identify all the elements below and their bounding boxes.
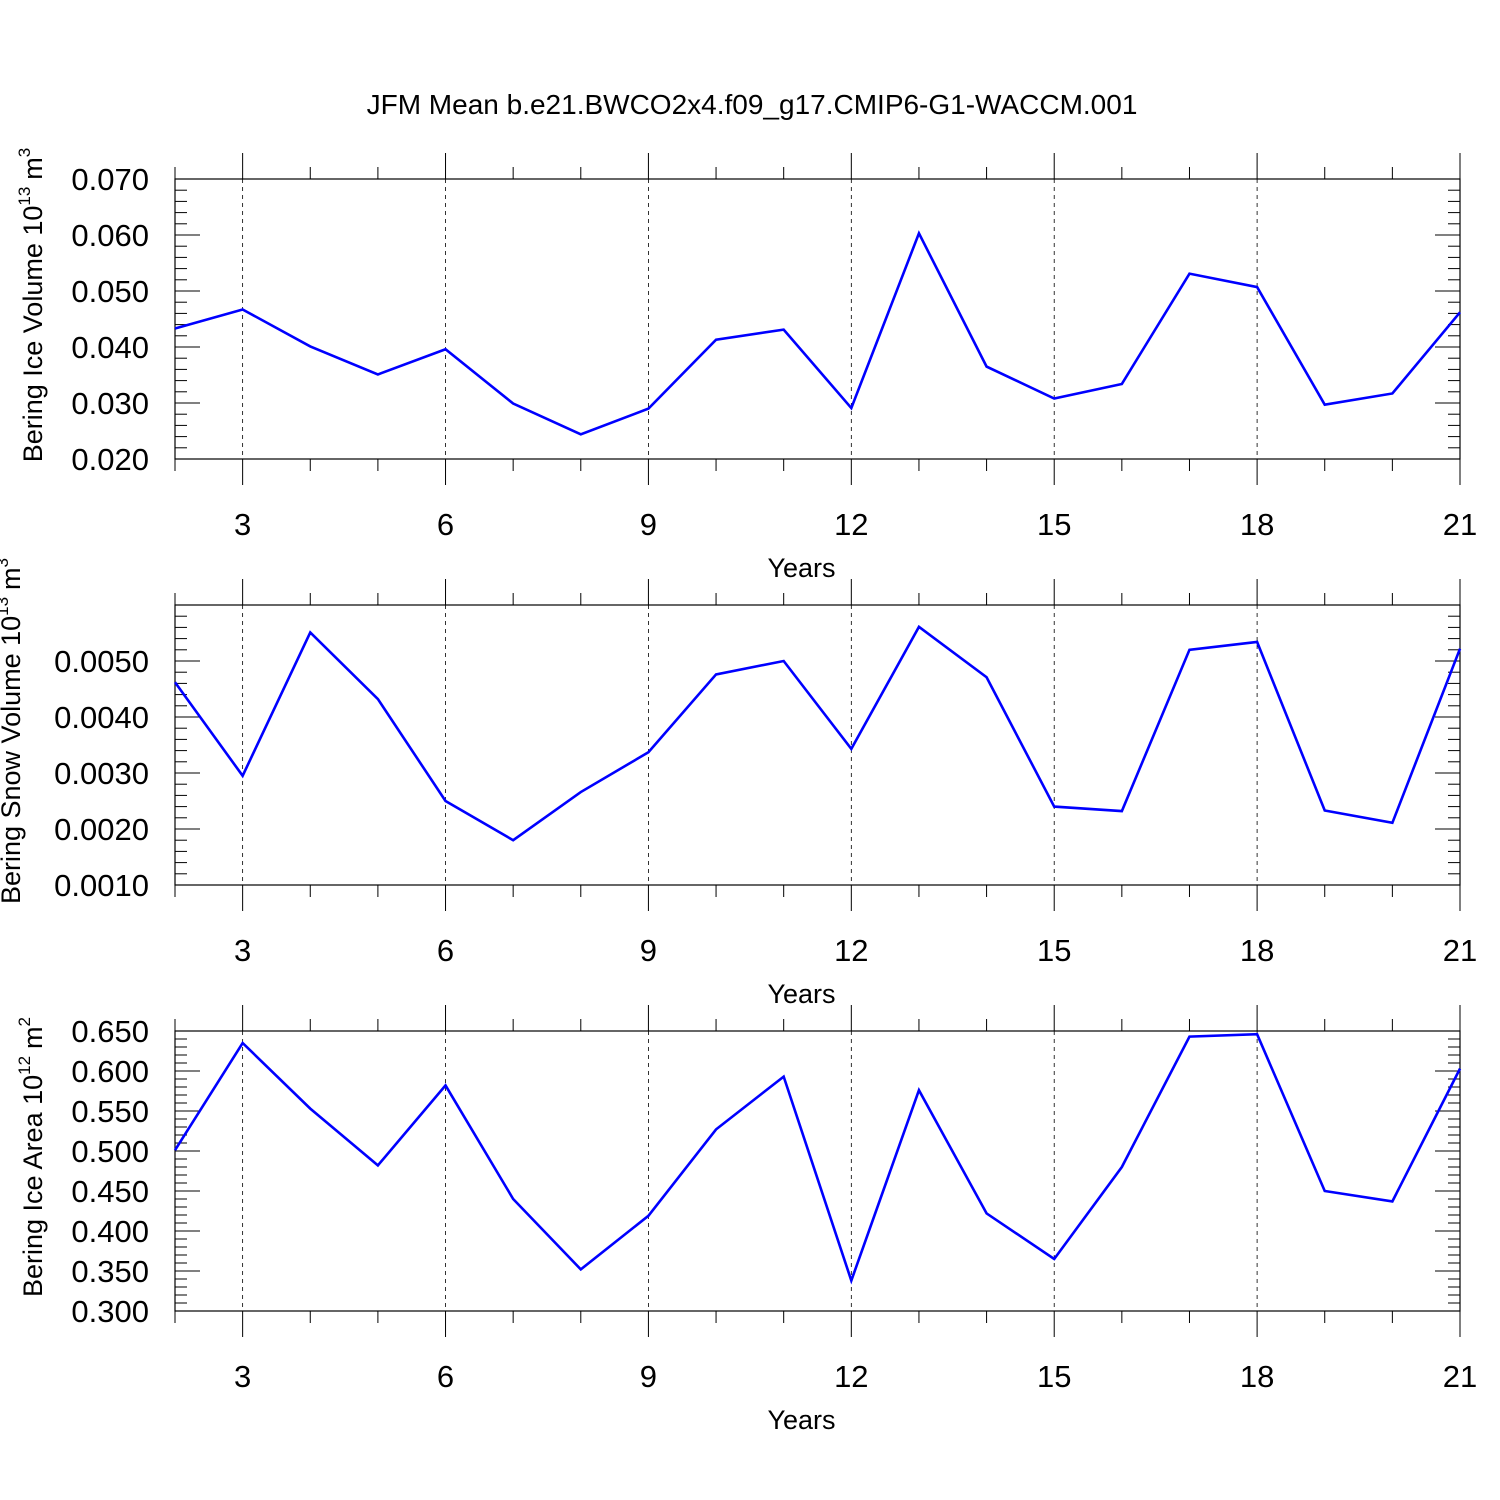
y-tick-label: 0.0030: [54, 756, 149, 791]
y-tick-label: 0.070: [71, 162, 149, 197]
y-tick-label: 0.030: [71, 386, 149, 421]
x-tick-label: 21: [1443, 507, 1477, 542]
y-tick-label: 0.400: [71, 1214, 149, 1249]
y-tick-label: 0.500: [71, 1134, 149, 1169]
x-axis-label: Years: [767, 979, 835, 1009]
y-tick-label: 0.0050: [54, 644, 149, 679]
x-tick-label: 21: [1443, 1359, 1477, 1394]
y-tick-label: 0.0010: [54, 868, 149, 903]
plot-frame: [174, 178, 1461, 460]
x-tick-label: 12: [834, 1359, 868, 1394]
x-tick-label: 9: [640, 1359, 657, 1394]
chart-panels: 3 6 9 12 15 18 21 0.020 0.030 0.040 0.050 0.060 0.07…: [0, 148, 1477, 1435]
x-tick-label: 21: [1443, 933, 1477, 968]
y-axis-label-exponent: 13: [15, 187, 34, 206]
x-tick-label: 15: [1037, 507, 1071, 542]
chart-panel-3: 3 6 9 12 15 18 21 0.300 0.350 0.400 0.450 0.500 0.55…: [15, 1005, 1477, 1435]
y-tick-label: 0.650: [71, 1014, 149, 1049]
y-axis-label-unit-exponent: 2: [15, 1017, 34, 1026]
chart-panel-1: 3 6 9 12 15 18 21 0.020 0.030 0.040 0.050 0.060 0.07…: [15, 148, 1477, 583]
x-tick-label: 15: [1037, 1359, 1071, 1394]
data-line: [174, 230, 1461, 436]
data-line: [173, 624, 1462, 842]
y-axis-label-text: Bering Ice Area 10: [18, 1075, 48, 1297]
y-tick-label: 0.450: [71, 1174, 149, 1209]
y-axis-label-exponent: 13: [0, 597, 12, 616]
y-tick-label: 0.020: [71, 442, 149, 477]
y-tick-label: 0.040: [71, 330, 149, 365]
x-axis-label: Years: [767, 553, 835, 583]
x-tick-label: 12: [834, 933, 868, 968]
data-line: [173, 1032, 1462, 1285]
x-tick-label: 3: [234, 507, 251, 542]
y-tick-label: 0.0020: [54, 812, 149, 847]
y-axis-label-unit: m: [18, 1026, 48, 1049]
y-tick-label: 0.550: [71, 1094, 149, 1129]
x-tick-label: 18: [1240, 507, 1274, 542]
y-axis-label-unit: m: [18, 157, 48, 180]
x-tick-label: 15: [1037, 933, 1071, 968]
y-axis-label: Bering Ice Volume 1013 m3: [15, 148, 48, 463]
y-axis-label: Bering Ice Area 1012 m2: [15, 1017, 48, 1297]
y-tick-label: 0.300: [71, 1294, 149, 1329]
y-axis-label-unit-exponent: 3: [0, 558, 12, 567]
x-tick-label: 3: [234, 1359, 251, 1394]
x-tick-label: 18: [1240, 1359, 1274, 1394]
x-tick-label: 6: [437, 507, 454, 542]
y-tick-label: 0.050: [71, 274, 149, 309]
y-tick-label: 0.350: [71, 1254, 149, 1289]
chart-panel-2: 3 6 9 12 15 18 21 0.0010 0.0020 0.0030 0.0040 0.005…: [0, 558, 1477, 1009]
y-axis-label-unit: m: [0, 567, 26, 590]
y-axis-label-unit-exponent: 3: [15, 148, 34, 157]
plot-frame: [174, 1030, 1461, 1312]
y-axis-label-text: Bering Ice Volume 10: [18, 206, 48, 463]
x-tick-label: 6: [437, 1359, 454, 1394]
x-tick-label: 9: [640, 507, 657, 542]
x-tick-label: 18: [1240, 933, 1274, 968]
x-tick-label: 9: [640, 933, 657, 968]
x-tick-label: 3: [234, 933, 251, 968]
y-tick-label: 0.600: [71, 1054, 149, 1089]
plot-frame: [174, 604, 1461, 886]
y-axis-label: Bering Snow Volume 1013 m3: [0, 558, 26, 904]
y-tick-label: 0.0040: [54, 700, 149, 735]
y-tick-label: 0.060: [71, 218, 149, 253]
y-axis-label-text: Bering Snow Volume 10: [0, 616, 26, 904]
chart-title: JFM Mean b.e21.BWCO2x4.f09_g17.CMIP6-G1-…: [367, 89, 1138, 120]
x-axis-label: Years: [767, 1405, 835, 1435]
y-axis-label-exponent: 12: [15, 1056, 34, 1075]
x-tick-label: 12: [834, 507, 868, 542]
x-tick-label: 6: [437, 933, 454, 968]
